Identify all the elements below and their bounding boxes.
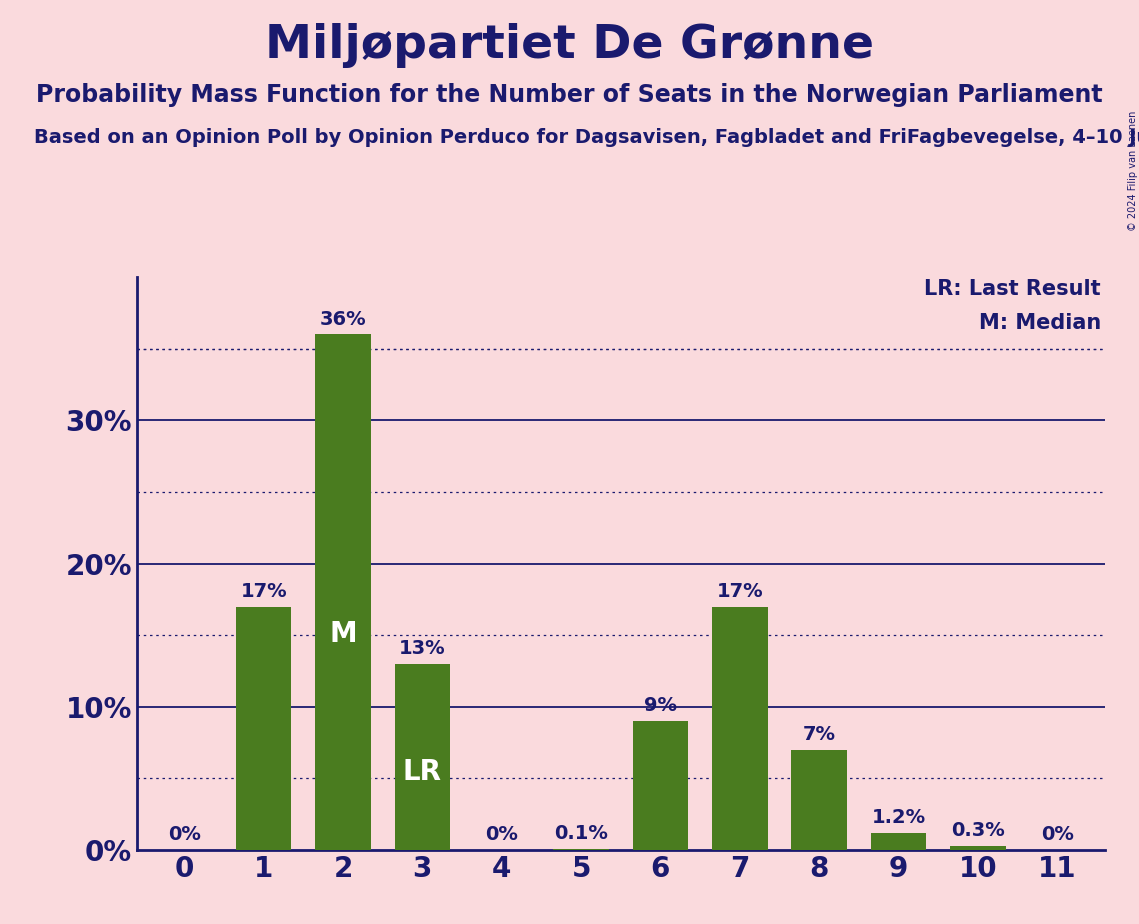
Text: 17%: 17% xyxy=(240,582,287,601)
Bar xyxy=(870,833,926,850)
Bar xyxy=(712,606,768,850)
Text: 1.2%: 1.2% xyxy=(871,808,926,827)
Bar xyxy=(236,606,292,850)
Text: Based on an Opinion Poll by Opinion Perduco for Dagsavisen, Fagbladet and FriFag: Based on an Opinion Poll by Opinion Perd… xyxy=(34,128,1139,147)
Bar xyxy=(316,334,371,850)
Text: 0.1%: 0.1% xyxy=(555,824,608,843)
Bar xyxy=(632,721,688,850)
Text: LR: LR xyxy=(403,758,442,786)
Text: 0%: 0% xyxy=(485,825,518,845)
Bar xyxy=(394,663,450,850)
Bar xyxy=(554,848,609,850)
Bar xyxy=(792,750,847,850)
Text: 17%: 17% xyxy=(716,582,763,601)
Bar xyxy=(950,845,1006,850)
Text: 9%: 9% xyxy=(644,697,677,715)
Text: 0%: 0% xyxy=(1041,825,1074,845)
Text: © 2024 Filip van Laenen: © 2024 Filip van Laenen xyxy=(1129,111,1138,231)
Text: 0.3%: 0.3% xyxy=(951,821,1005,840)
Text: 0%: 0% xyxy=(167,825,200,845)
Text: LR: Last Result: LR: Last Result xyxy=(924,279,1101,298)
Text: Probability Mass Function for the Number of Seats in the Norwegian Parliament: Probability Mass Function for the Number… xyxy=(36,83,1103,107)
Text: 13%: 13% xyxy=(399,639,445,658)
Text: 36%: 36% xyxy=(320,310,367,329)
Text: Miljøpartiet De Grønne: Miljøpartiet De Grønne xyxy=(265,23,874,68)
Text: 7%: 7% xyxy=(803,725,836,744)
Text: M: Median: M: Median xyxy=(978,313,1101,333)
Text: M: M xyxy=(329,619,357,648)
